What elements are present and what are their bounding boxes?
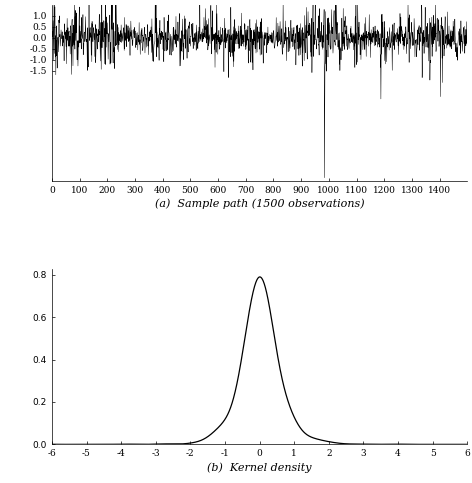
X-axis label: (b)  Kernel density: (b) Kernel density — [207, 462, 312, 473]
X-axis label: (a)  Sample path (1500 observations): (a) Sample path (1500 observations) — [155, 199, 364, 209]
